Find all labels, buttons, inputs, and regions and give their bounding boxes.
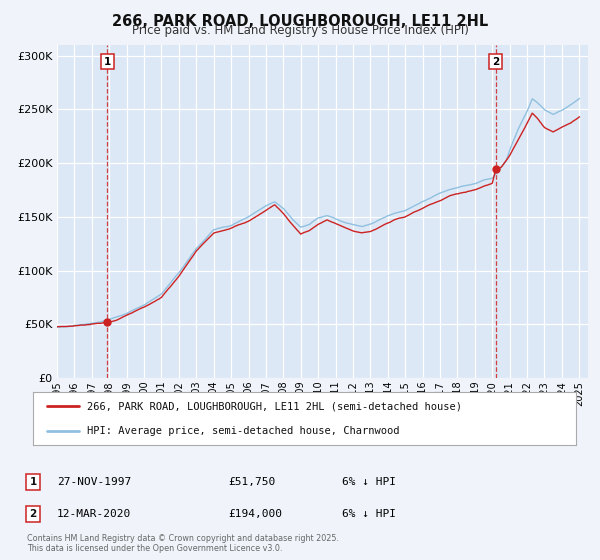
Text: 266, PARK ROAD, LOUGHBOROUGH, LE11 2HL: 266, PARK ROAD, LOUGHBOROUGH, LE11 2HL	[112, 14, 488, 29]
Text: Contains HM Land Registry data © Crown copyright and database right 2025.
This d: Contains HM Land Registry data © Crown c…	[27, 534, 339, 553]
Text: 12-MAR-2020: 12-MAR-2020	[57, 509, 131, 519]
Text: 6% ↓ HPI: 6% ↓ HPI	[342, 477, 396, 487]
Text: 2: 2	[29, 509, 37, 519]
Text: 6% ↓ HPI: 6% ↓ HPI	[342, 509, 396, 519]
Text: HPI: Average price, semi-detached house, Charnwood: HPI: Average price, semi-detached house,…	[88, 426, 400, 436]
Text: 2: 2	[492, 57, 499, 67]
Text: 1: 1	[104, 57, 111, 67]
Text: 266, PARK ROAD, LOUGHBOROUGH, LE11 2HL (semi-detached house): 266, PARK ROAD, LOUGHBOROUGH, LE11 2HL (…	[88, 402, 463, 412]
Text: 1: 1	[29, 477, 37, 487]
Text: £51,750: £51,750	[228, 477, 275, 487]
Text: Price paid vs. HM Land Registry's House Price Index (HPI): Price paid vs. HM Land Registry's House …	[131, 24, 469, 37]
Text: £194,000: £194,000	[228, 509, 282, 519]
Text: 27-NOV-1997: 27-NOV-1997	[57, 477, 131, 487]
